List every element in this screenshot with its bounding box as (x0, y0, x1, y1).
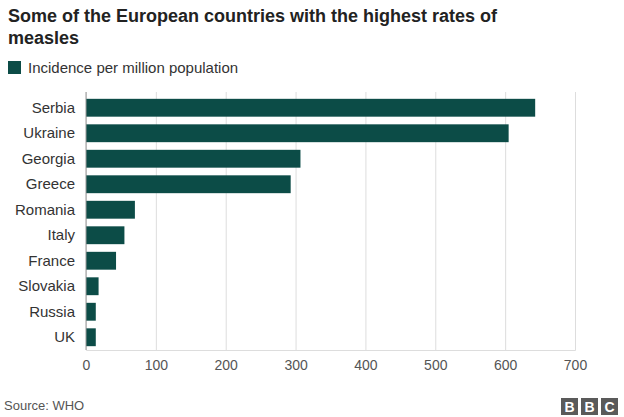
logo-letter: B (564, 399, 574, 415)
y-tick-label: Russia (29, 303, 76, 320)
y-tick: UK (54, 328, 75, 345)
x-axis-line (87, 92, 576, 351)
x-tick-label: 400 (354, 357, 378, 373)
source: Source: WHO (4, 398, 84, 413)
title: Some of the European countries with the … (8, 6, 498, 48)
bar (86, 303, 96, 321)
bar (86, 277, 99, 295)
x-tick-label: 300 (284, 357, 308, 373)
logo-box (581, 398, 598, 415)
x-tick-label: 500 (424, 357, 448, 373)
y-tick-label: Ukraine (23, 124, 75, 141)
x-tick-label: 700 (564, 357, 588, 373)
y-axis: Serbia Ukraine Georgia Greece Romania Italy Fr… (15, 92, 86, 350)
logo-box (561, 398, 578, 415)
x-axis: 0 100 200 300 400 500 600 700 (83, 92, 588, 373)
legend-swatch (8, 61, 21, 74)
y-tick: Georgia (22, 150, 76, 167)
logo: BBC (561, 398, 618, 415)
bar (86, 150, 300, 168)
grid-line (575, 92, 576, 350)
y-tick: Serbia (32, 99, 76, 116)
bar (86, 175, 291, 193)
y-tick-label: France (28, 252, 75, 269)
y-axis-line (86, 92, 87, 350)
logo-box (601, 398, 618, 415)
x-tick-label: 100 (145, 357, 169, 373)
logo-letter: B (584, 399, 594, 415)
bar (86, 252, 116, 270)
y-tick: Romania (15, 201, 76, 218)
logo-letter: C (604, 399, 614, 415)
bar (86, 328, 96, 346)
y-tick-label: Serbia (32, 99, 76, 116)
bars (86, 99, 535, 346)
y-tick: Greece (26, 175, 75, 192)
y-tick-label: Romania (15, 201, 76, 218)
y-tick-label: Slovakia (18, 277, 75, 294)
y-tick: France (28, 252, 75, 269)
x-tick-label: 0 (83, 357, 91, 373)
y-tick-label: UK (54, 328, 75, 345)
y-tick: Ukraine (23, 124, 75, 141)
x-tick-label: 200 (215, 357, 239, 373)
legend-label: Incidence per million population (28, 59, 238, 76)
y-tick-label: Italy (47, 226, 75, 243)
x-tick-label: 600 (494, 357, 518, 373)
y-tick-label: Georgia (22, 150, 76, 167)
y-tick: Italy (47, 226, 75, 243)
y-tick: Russia (29, 303, 76, 320)
bar (86, 201, 135, 219)
legend: Incidence per million population (8, 59, 238, 76)
x-tick: 700 (564, 92, 588, 373)
chart: Some of the European countries with the … (0, 0, 624, 417)
y-tick-label: Greece (26, 175, 75, 192)
bar (86, 226, 124, 244)
bar (86, 99, 535, 117)
bar (86, 124, 509, 142)
y-tick: Slovakia (18, 277, 75, 294)
